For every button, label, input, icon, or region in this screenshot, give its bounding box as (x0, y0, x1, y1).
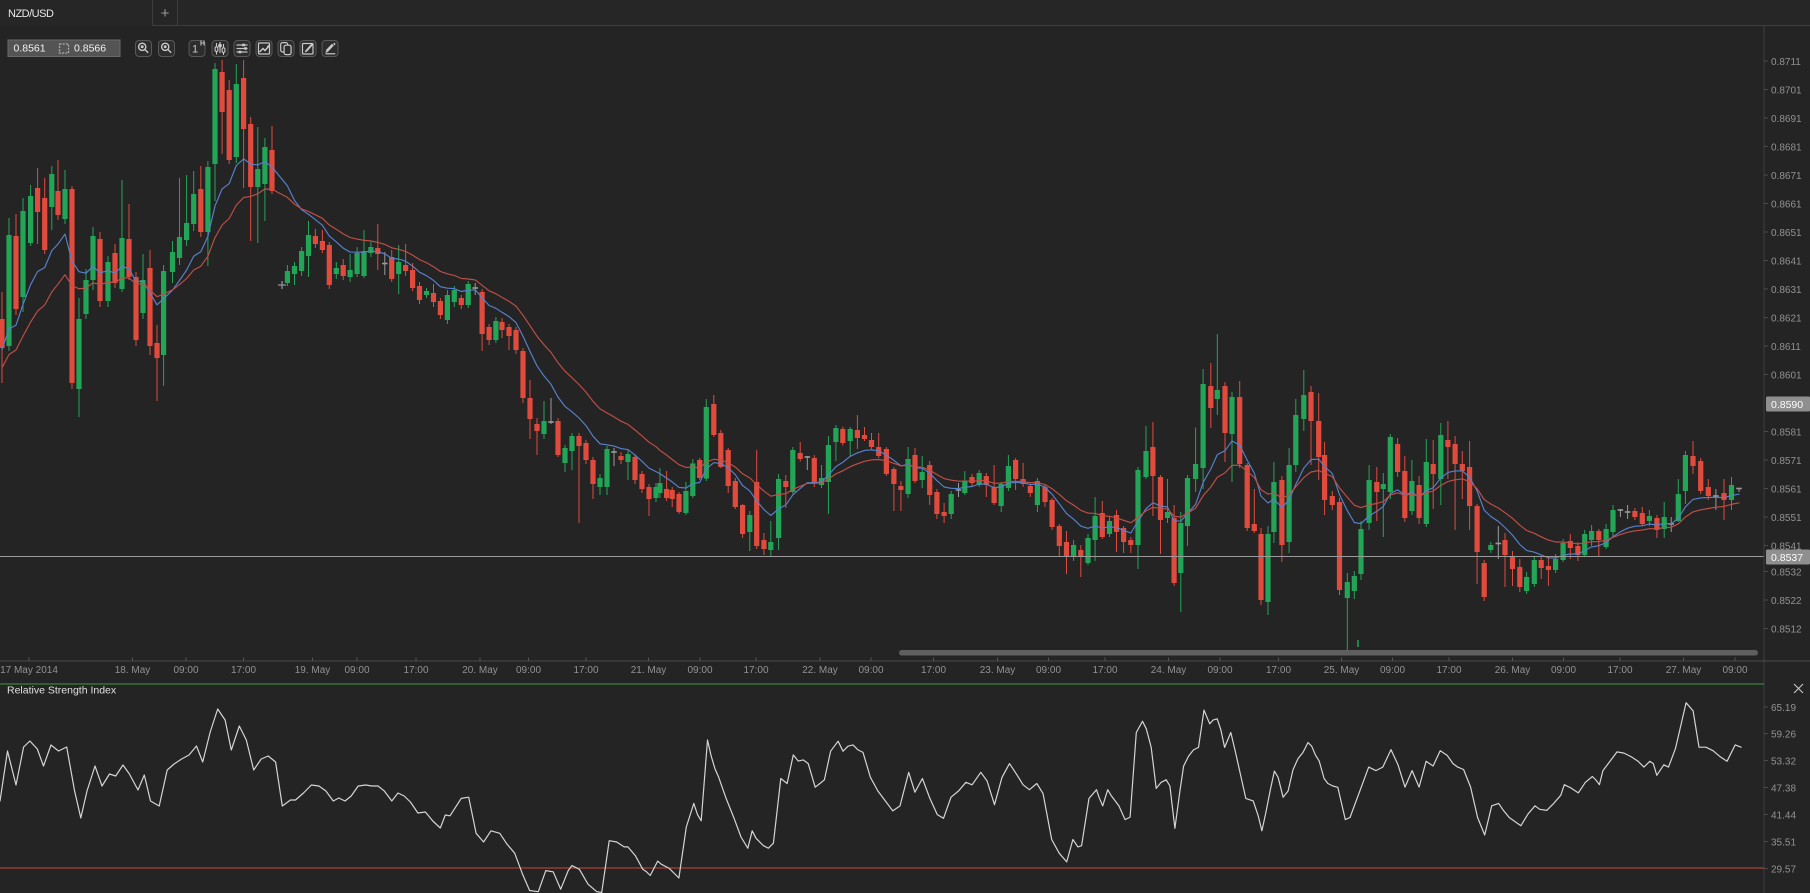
svg-text:0.8651: 0.8651 (1771, 228, 1802, 239)
svg-text:0.8601: 0.8601 (1771, 371, 1802, 382)
svg-text:19. May: 19. May (295, 665, 331, 676)
svg-text:09:00: 09:00 (516, 665, 541, 676)
svg-text:NZD/USD: NZD/USD (8, 8, 54, 20)
svg-text:25. May: 25. May (1324, 665, 1360, 676)
svg-text:0.8581: 0.8581 (1771, 428, 1802, 439)
svg-text:18. May: 18. May (115, 665, 151, 676)
svg-text:+: + (161, 5, 170, 22)
svg-text:0.8541: 0.8541 (1771, 542, 1802, 553)
svg-text:27. May: 27. May (1666, 665, 1702, 676)
svg-text:17:00: 17:00 (403, 665, 428, 676)
svg-text:09:00: 09:00 (1380, 665, 1405, 676)
svg-text:0.8561: 0.8561 (1771, 485, 1802, 496)
svg-text:09:00: 09:00 (687, 665, 712, 676)
svg-text:Relative Strength Index: Relative Strength Index (7, 685, 117, 697)
svg-text:17:00: 17:00 (231, 665, 256, 676)
svg-text:0.8532: 0.8532 (1771, 568, 1802, 579)
svg-text:17:00: 17:00 (921, 665, 946, 676)
svg-text:09:00: 09:00 (173, 665, 198, 676)
svg-text:17:00: 17:00 (1266, 665, 1291, 676)
svg-text:09:00: 09:00 (1551, 665, 1576, 676)
svg-text:20. May: 20. May (462, 665, 498, 676)
svg-text:17:00: 17:00 (1436, 665, 1461, 676)
svg-text:17:00: 17:00 (743, 665, 768, 676)
svg-text:35.51: 35.51 (1771, 838, 1796, 849)
svg-text:0.8561: 0.8561 (14, 43, 46, 55)
svg-text:23. May: 23. May (980, 665, 1016, 676)
svg-text:17:00: 17:00 (1607, 665, 1632, 676)
svg-text:29.57: 29.57 (1771, 865, 1796, 876)
svg-text:09:00: 09:00 (344, 665, 369, 676)
svg-text:0.8631: 0.8631 (1771, 285, 1802, 296)
svg-text:0.8571: 0.8571 (1771, 456, 1802, 467)
svg-text:17:00: 17:00 (1092, 665, 1117, 676)
svg-text:09:00: 09:00 (858, 665, 883, 676)
svg-text:09:00: 09:00 (1207, 665, 1232, 676)
svg-text:0.8590: 0.8590 (1771, 399, 1803, 411)
svg-text:22. May: 22. May (802, 665, 838, 676)
svg-text:09:00: 09:00 (1036, 665, 1061, 676)
svg-text:09:00: 09:00 (1722, 665, 1747, 676)
svg-text:0.8621: 0.8621 (1771, 314, 1802, 325)
svg-text:0.8681: 0.8681 (1771, 143, 1802, 154)
svg-text:0.8512: 0.8512 (1771, 625, 1802, 636)
svg-text:0.8566: 0.8566 (74, 43, 106, 55)
svg-text:65.19: 65.19 (1771, 703, 1796, 714)
svg-text:0.8671: 0.8671 (1771, 171, 1802, 182)
svg-text:0.8711: 0.8711 (1771, 57, 1801, 68)
svg-text:0.8661: 0.8661 (1771, 200, 1802, 211)
svg-text:26. May: 26. May (1495, 665, 1531, 676)
svg-text:0.8691: 0.8691 (1771, 114, 1802, 125)
svg-text:0.8701: 0.8701 (1771, 86, 1802, 97)
svg-text:0.8522: 0.8522 (1771, 596, 1802, 607)
svg-text:41.44: 41.44 (1771, 811, 1796, 822)
svg-text:17:00: 17:00 (573, 665, 598, 676)
svg-text:21. May: 21. May (631, 665, 667, 676)
svg-text:H: H (200, 41, 205, 48)
svg-text:59.26: 59.26 (1771, 730, 1796, 741)
svg-text:17 May 2014: 17 May 2014 (0, 665, 58, 676)
svg-text:0.8641: 0.8641 (1771, 257, 1802, 268)
svg-text:24. May: 24. May (1151, 665, 1187, 676)
svg-text:0.8551: 0.8551 (1771, 513, 1802, 524)
svg-text:0.8537: 0.8537 (1771, 552, 1803, 564)
svg-text:53.32: 53.32 (1771, 757, 1796, 768)
svg-text:1: 1 (192, 44, 198, 56)
svg-text:47.38: 47.38 (1771, 784, 1796, 795)
svg-text:0.8611: 0.8611 (1771, 342, 1801, 353)
